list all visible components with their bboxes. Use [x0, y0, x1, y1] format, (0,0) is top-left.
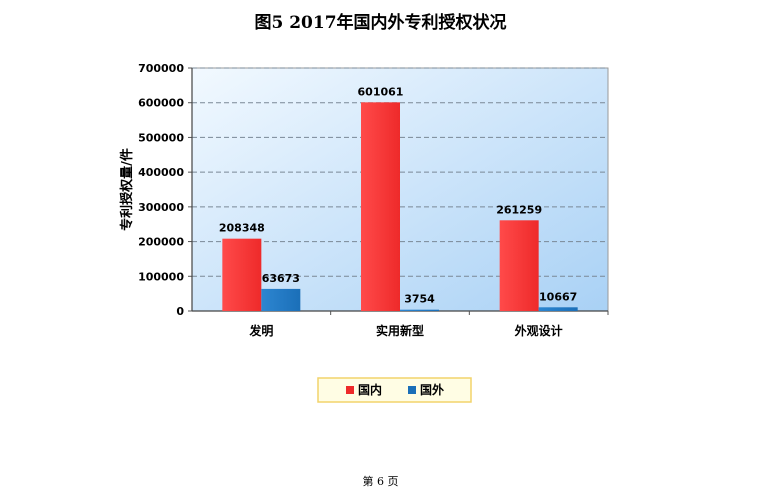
data-label: 261259: [496, 203, 542, 216]
legend-label: 国内: [358, 382, 382, 397]
y-tick-label: 700000: [138, 62, 184, 75]
bar-domestic: [222, 238, 262, 311]
legend: [317, 377, 472, 403]
bar-foreign: [400, 309, 439, 311]
bar-foreign: [261, 288, 301, 311]
x-tick-label: 实用新型: [376, 323, 424, 338]
y-tick-label: 300000: [138, 201, 184, 214]
figure-title: 图5 2017年国内外专利授权状况: [254, 13, 507, 33]
data-label: 208348: [219, 222, 265, 235]
y-tick-label: 200000: [138, 236, 184, 249]
data-label: 63673: [262, 272, 300, 285]
x-tick-label: 外观设计: [515, 323, 563, 338]
patent-bar-chart: 0 100000 200000 300000 400000 500000 600000 700…: [119, 62, 609, 403]
bar-foreign: [538, 307, 578, 311]
x-tick-label: 发明: [248, 323, 273, 338]
legend-label: 国外: [420, 382, 444, 397]
bar-domestic: [499, 220, 539, 311]
legend-swatch: [408, 386, 416, 394]
legend-swatch: [346, 386, 354, 394]
bar-domestic: [361, 102, 400, 311]
y-axis-title: 专利授权量/件: [119, 148, 135, 231]
data-label: 3754: [404, 293, 435, 306]
y-tick-label: 400000: [138, 166, 184, 179]
data-label: 601061: [358, 85, 404, 98]
page-number: 第 6 页: [362, 475, 399, 488]
y-tick-label: 0: [176, 305, 184, 318]
y-tick-label: 100000: [138, 270, 184, 283]
y-tick-label: 500000: [138, 131, 184, 144]
y-tick-label: 600000: [138, 97, 184, 110]
data-label: 10667: [539, 290, 577, 303]
